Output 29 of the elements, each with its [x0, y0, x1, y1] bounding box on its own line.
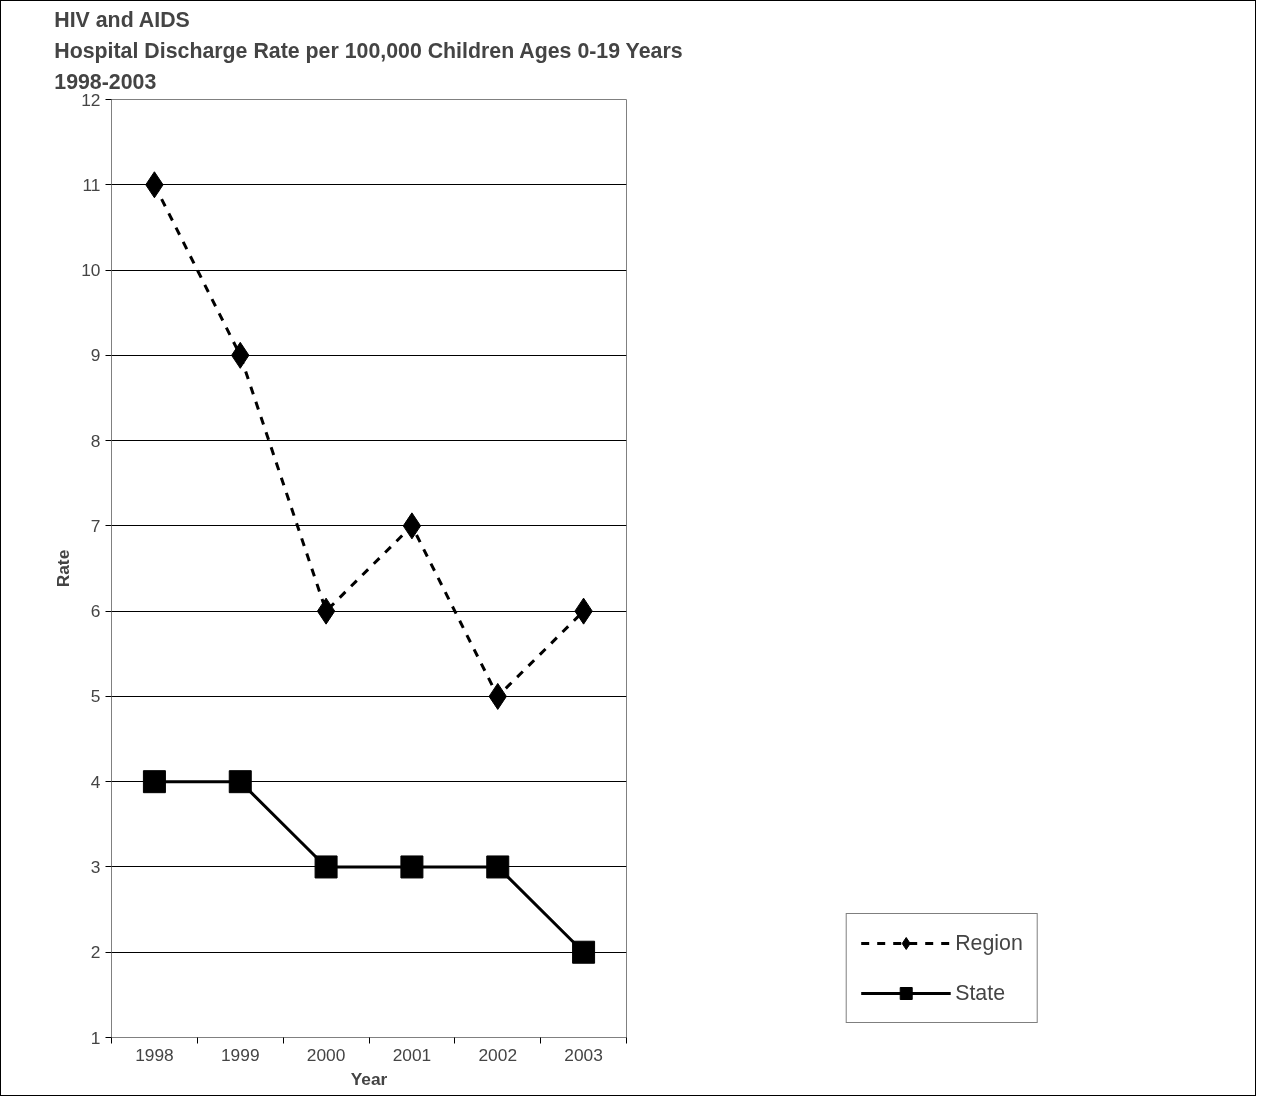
y-tick-label: 6: [90, 601, 101, 622]
y-tick-label: 2: [90, 942, 101, 963]
y-tick-label: 11: [82, 174, 101, 195]
point: [314, 855, 338, 879]
x-tick-label: 1998: [135, 1044, 174, 1065]
point: [402, 512, 422, 540]
x-tick-label: 1999: [220, 1044, 260, 1065]
y-axis-title: Rate: [53, 549, 74, 588]
x-axis-title: Year: [350, 1068, 388, 1089]
point: [228, 770, 252, 794]
point: [400, 855, 424, 879]
point: [486, 855, 510, 879]
y-tick-label: 8: [90, 430, 101, 451]
point: [142, 770, 166, 794]
legend-label: State: [955, 980, 1006, 1006]
point: [316, 597, 336, 625]
x-tick-label: 2001: [392, 1044, 432, 1065]
x-tick-label: 2003: [564, 1044, 603, 1065]
legend-label: Region: [955, 930, 1023, 956]
y-tick-label: 9: [90, 345, 101, 366]
y-tick-label: 5: [90, 686, 101, 707]
point: [572, 940, 596, 964]
y-tick-label: 3: [90, 856, 101, 877]
y-tick-label: 1: [90, 1027, 101, 1048]
x-tick-label: 2002: [478, 1044, 518, 1065]
y-tick-label: 7: [90, 515, 101, 536]
y-tick-label: 4: [90, 771, 101, 792]
x-tick-label: 2000: [306, 1044, 346, 1065]
y-tick-label: 10: [81, 260, 101, 281]
